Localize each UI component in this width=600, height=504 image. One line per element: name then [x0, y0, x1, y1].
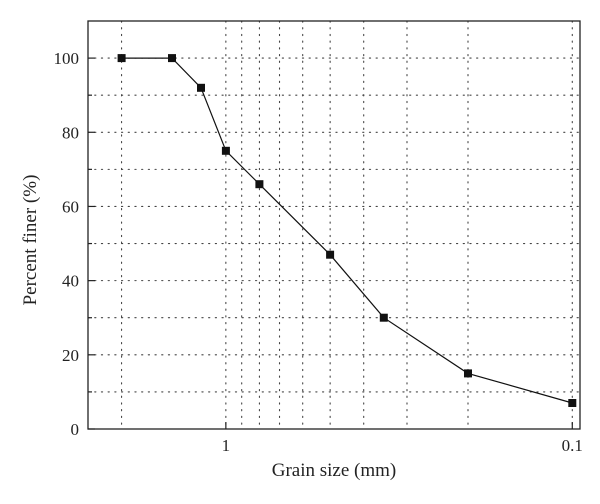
y-tick-label-20: 20 [62, 346, 79, 365]
data-point-8 [568, 399, 577, 407]
y-tick-label-0: 0 [71, 420, 80, 439]
y-tick-label-80: 80 [62, 123, 79, 142]
plot-frame [87, 20, 581, 430]
data-point-7 [464, 369, 472, 378]
data-point-5 [326, 250, 335, 259]
y-tick-label-40: 40 [62, 272, 79, 291]
data-point-6 [379, 313, 388, 322]
data-point-3 [221, 146, 230, 155]
y-tick-label-100: 100 [54, 49, 80, 68]
y-tick-label-60: 60 [62, 197, 79, 216]
data-point-2 [197, 83, 205, 92]
data-point-1 [168, 54, 176, 63]
data-series [117, 54, 577, 407]
x-axis-title: Grain size (mm) [272, 460, 397, 481]
data-point-4 [255, 180, 264, 189]
axes [87, 20, 581, 430]
tick-labels: 0 20 40 60 80 100 1 0.1 [54, 49, 583, 455]
data-point-0 [117, 54, 126, 63]
y-axis-title: Percent finer (%) [20, 175, 41, 306]
grid-lines [87, 20, 581, 430]
x-tick-label-1: 0.1 [562, 436, 583, 455]
series-line-0 [121, 57, 573, 404]
x-tick-label-0: 1 [222, 436, 231, 455]
